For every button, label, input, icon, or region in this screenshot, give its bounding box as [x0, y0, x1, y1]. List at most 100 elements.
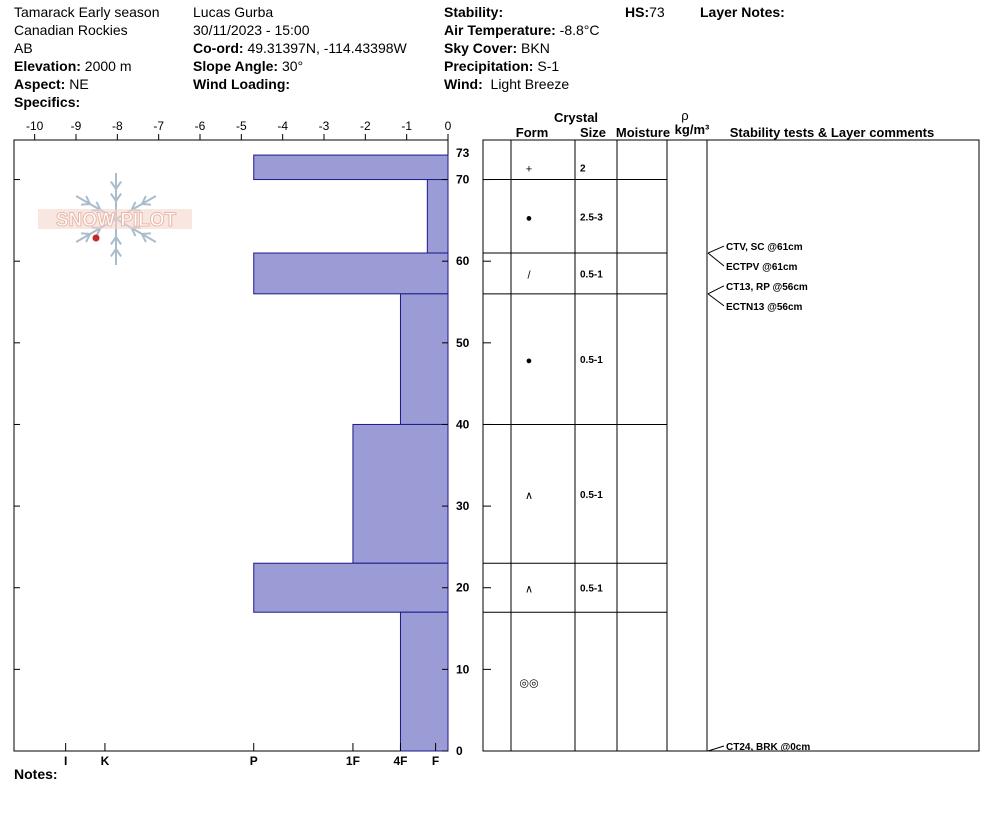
air-temp-label: Air Temperature: — [444, 22, 556, 38]
height-tick-label: 30 — [456, 499, 470, 513]
sky-row: Sky Cover: BKN — [444, 40, 550, 56]
location-name: Tamarack Early season — [14, 4, 160, 20]
air-temp-row: Air Temperature: -8.8°C — [444, 22, 600, 38]
aspect-value: NE — [69, 76, 89, 92]
flake-branch — [110, 181, 117, 190]
hardness-tick-label: K — [101, 754, 110, 768]
specifics-label: Specifics: — [14, 94, 81, 110]
hardness-axis: I K P 1F 4F F — [64, 743, 439, 768]
hardness-bar — [399, 293, 449, 425]
flake-branch — [115, 248, 122, 257]
aspect-row: Aspect: NE — [14, 76, 89, 92]
height-tick-label: 60 — [456, 254, 470, 268]
temp-tick-label: 0 — [445, 119, 452, 133]
crystal-header: Crystal — [554, 110, 598, 125]
hardness-bar — [253, 252, 449, 295]
temp-tick-label: -5 — [236, 119, 247, 133]
hardness-bar — [352, 423, 449, 564]
stability-test-arrow — [707, 245, 725, 254]
crystal-form-symbol: ◎◎ — [519, 678, 538, 690]
table-height-ticks — [483, 179, 491, 752]
flake-branch — [85, 195, 91, 205]
table-frame — [482, 139, 980, 752]
hardness-tick-label: F — [432, 754, 439, 768]
flake-branch — [110, 236, 117, 245]
slope-label: Slope Angle: — [193, 58, 279, 74]
temp-tick-label: -4 — [277, 119, 288, 133]
coord-label: Co-ord: — [193, 40, 244, 56]
temp-tick-label: -6 — [195, 119, 206, 133]
coord-row: Co-ord: 49.31397N, -114.43398W — [193, 40, 407, 56]
flake-branch — [80, 203, 91, 206]
observer-name: Lucas Gurba — [193, 4, 274, 20]
hardness-tick-label: 4F — [393, 754, 407, 768]
province: AB — [14, 40, 33, 56]
crystal-size: 2 — [580, 163, 586, 174]
crystal-rows: +2 ● 2.5-3 / 0.5-1 ● 0.5-1 ∧ 0.5-1 ∧ 0.5-1 ◎◎ — [483, 163, 667, 752]
hardness-bars — [253, 154, 449, 752]
height-tick-label: 70 — [456, 173, 470, 187]
height-tick-label: 20 — [456, 581, 470, 595]
flake-branch — [141, 203, 152, 206]
temp-tick-label: -3 — [319, 119, 330, 133]
slope-value: 30° — [281, 58, 304, 74]
flake-branch — [141, 195, 147, 205]
temperature-axis: -10 -9 -8 -7 -6 -5 -4 -3 -2 -1 0 — [26, 119, 452, 140]
crystal-size: 0.5-1 — [580, 355, 603, 366]
elevation-row: Elevation: 2000 m — [14, 58, 132, 74]
hs-value: 73 — [649, 4, 665, 20]
height-top-label: 73 — [456, 146, 470, 160]
hardness-tick-label: P — [250, 754, 258, 768]
hardness-bar — [253, 562, 449, 613]
moisture-header: Moisture — [616, 125, 670, 140]
crystal-form-symbol: ● — [526, 212, 533, 224]
stability-test-text: ECTPV @61cm — [726, 262, 798, 273]
hardness-tick-label: 1F — [346, 754, 360, 768]
logo-text: SNOW PILOT — [56, 210, 177, 231]
temp-tick-label: -7 — [153, 119, 164, 133]
crystal-form-symbol: ∧ — [525, 490, 533, 502]
flake-branch — [130, 227, 137, 237]
temp-tick-label: -9 — [71, 119, 82, 133]
crystal-size: 0.5-1 — [580, 269, 603, 280]
flake-branch — [115, 236, 122, 245]
stability-tests: CTV, SC @61cm ECTPV @61cm CT13, RP @56cm EC… — [707, 242, 810, 753]
height-tick-label: 10 — [456, 662, 470, 676]
aspect-label: Aspect: — [14, 76, 66, 92]
precip-label: Precipitation: — [444, 58, 534, 74]
observation-datetime: 30/11/2023 - 15:00 — [193, 22, 310, 38]
flake-branch — [110, 248, 117, 257]
density-header: kg/m³ — [675, 122, 710, 137]
wind-row: Wind: Light Breeze — [444, 76, 569, 92]
logo-dot — [92, 234, 100, 242]
hardness-bar — [399, 611, 449, 752]
crystal-size: 0.5-1 — [580, 584, 603, 595]
stability-test-text: CT24, BRK @0cm — [726, 742, 810, 753]
sky-label: Sky Cover: — [444, 40, 518, 56]
temp-tick-label: -2 — [360, 119, 371, 133]
stability-test-arrow — [707, 285, 725, 295]
crystal-form-symbol: ● — [526, 355, 533, 367]
stability-test-text: CTV, SC @61cm — [726, 242, 803, 253]
mountain-range: Canadian Rockies — [14, 22, 128, 38]
flake-branch — [95, 201, 102, 211]
logo-band — [38, 209, 192, 229]
snowpilot-logo: SNOW PILOT — [38, 173, 192, 265]
flake-branch — [115, 193, 122, 202]
stability-test-arrow — [707, 252, 725, 267]
stability-label: Stability: — [444, 4, 504, 20]
wind-loading-label: Wind Loading: — [193, 76, 291, 92]
elevation-value: 2000 m — [84, 58, 132, 74]
stability-test-text: ECTN13 @56cm — [726, 302, 803, 313]
hardness-tick-label: I — [64, 754, 67, 768]
flake-branch — [141, 232, 152, 235]
slope-row: Slope Angle: 30° — [193, 58, 303, 74]
crystal-form-symbol: + — [526, 163, 532, 175]
height-axis: 0 10 20 30 40 50 60 70 73 — [14, 146, 470, 758]
form-header: Form — [516, 125, 549, 140]
precip-value: S-1 — [537, 58, 560, 74]
crystal-table: Crystal Form Size Moisture ρ kg/m³ Stabi… — [482, 108, 980, 753]
temp-tick-label: -8 — [112, 119, 123, 133]
precip-row: Precipitation: S-1 — [444, 58, 559, 74]
